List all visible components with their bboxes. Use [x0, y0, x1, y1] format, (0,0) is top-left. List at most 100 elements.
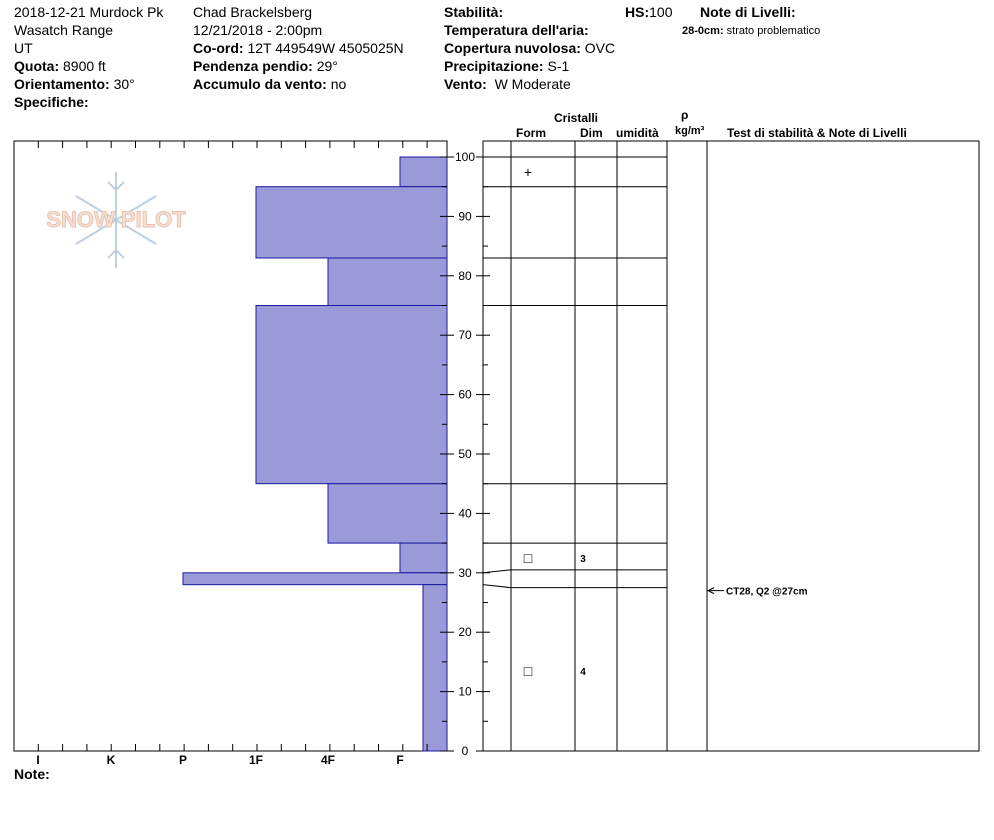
- layer-table-frame: [482, 140, 980, 752]
- hs-label: HS:: [625, 4, 650, 20]
- datetime: 12/21/2018 - 2:00pm: [193, 22, 323, 38]
- hardness-ticks: I K P 1F 4F F: [13, 141, 428, 767]
- location: 2018-12-21 Murdock Pk: [14, 4, 164, 20]
- range: Wasatch Range: [14, 22, 114, 38]
- depth-tick-label: 50: [458, 447, 472, 461]
- aspect-value: 30°: [113, 76, 135, 92]
- crystal-form-symbol: □: [524, 550, 533, 566]
- layer-notes-label: Note di Livelli:: [700, 4, 796, 20]
- header-left: 2018-12-21 Murdock Pk Wasatch Range UT Q…: [14, 3, 163, 111]
- depth-tick-label: 10: [458, 685, 472, 699]
- crystal-size: 4: [580, 667, 586, 678]
- coord-row: Co-ord: 12T 449549W 4505025N: [193, 39, 404, 57]
- crystal-size: 3: [580, 554, 586, 565]
- slope-row: Pendenza pendio: 29°: [193, 57, 404, 75]
- crystal-form-symbol: □: [524, 663, 533, 679]
- hardness-bar-3: [255, 305, 448, 485]
- hardness-bar-6: [182, 572, 448, 586]
- notes-footer: Note:: [14, 765, 50, 783]
- depth-tick-label: 90: [458, 209, 472, 223]
- crystal-form-symbol: +: [524, 164, 532, 180]
- hs-row: HS:100: [625, 3, 672, 21]
- hardness-bar-1: [255, 186, 448, 259]
- air-temp-row: Temperatura dell'aria:: [444, 21, 615, 39]
- wind-loading-row: Accumulo da vento: no: [193, 75, 404, 93]
- rho-header: ρ: [681, 108, 689, 122]
- header-right: Stabilità: Temperatura dell'aria: Copert…: [444, 3, 615, 93]
- depth-tick-label: 100: [455, 150, 475, 164]
- hardness-label-1F: 1F: [249, 753, 263, 767]
- hardness-label-K: K: [107, 753, 116, 767]
- observer: Chad Brackelsberg: [193, 4, 313, 20]
- hardness-bar-2: [327, 257, 448, 307]
- cloud-row: Copertura nuvolosa: OVC: [444, 39, 615, 57]
- header-mid: Chad Brackelsberg 12/21/2018 - 2:00pm Co…: [193, 3, 404, 93]
- wind-value: W Moderate: [494, 76, 571, 92]
- depth-tick-label: 20: [458, 625, 472, 639]
- wind-loading-label: Accumulo da vento:: [193, 76, 327, 92]
- cloud-value: OVC: [584, 40, 616, 56]
- elevation-row: Quota: 8900 ft: [14, 57, 163, 75]
- hardness-bar-5: [399, 542, 448, 574]
- snowflake-icon: [75, 172, 157, 268]
- depth-tick-label: 30: [458, 566, 472, 580]
- depth-tick-label: 0: [462, 744, 469, 758]
- state: UT: [14, 40, 33, 56]
- moisture-header: umidità: [616, 126, 659, 140]
- cloud-label: Copertura nuvolosa:: [444, 40, 581, 56]
- stability-notes-header: Test di stabilità & Note di Livelli: [727, 126, 907, 140]
- notes-label: Note:: [14, 766, 50, 782]
- specifics-label: Specifiche:: [14, 94, 89, 110]
- layer-notes-title: Note di Livelli:: [700, 3, 796, 21]
- hardness-bar-4: [327, 483, 448, 544]
- slope-label: Pendenza pendio:: [193, 58, 313, 74]
- coord-value: 12T 449549W 4505025N: [247, 40, 404, 56]
- precip-label: Precipitazione:: [444, 58, 544, 74]
- hardness-label-4F: 4F: [321, 753, 335, 767]
- hardness-bar-0: [399, 156, 448, 188]
- specifics-row: Specifiche:: [14, 93, 163, 111]
- logo-text: SNOW PILOT: [46, 207, 186, 232]
- aspect-row: Orientamento: 30°: [14, 75, 163, 93]
- depth-tick-label: 80: [458, 269, 472, 283]
- stability-label: Stabilità:: [444, 4, 504, 20]
- size-header: Dim: [580, 126, 603, 140]
- wind-row: Vento: W Moderate: [444, 75, 615, 93]
- table-layers: [482, 156, 667, 589]
- slope-value: 29°: [316, 58, 338, 74]
- crystal-rows: + □ 3 □ 4: [524, 164, 586, 679]
- air-temp-label: Temperatura dell'aria:: [444, 22, 589, 38]
- layer-connector: [482, 569, 512, 574]
- stability-tests: CT28, Q2 @27cm: [706, 587, 808, 598]
- wind-loading-value: no: [330, 76, 347, 92]
- precip-row: Precipitazione: S-1: [444, 57, 615, 75]
- hardness-label-P: P: [179, 753, 187, 767]
- depth-tick-label: 40: [458, 506, 472, 520]
- elevation-value: 8900 ft: [63, 58, 106, 74]
- wind-label: Vento:: [444, 76, 487, 92]
- table-columns: [510, 141, 708, 751]
- stability-arrowhead: [706, 587, 715, 595]
- elevation-label: Quota:: [14, 58, 60, 74]
- layer-note-depth: 28-0cm:: [682, 25, 724, 37]
- depth-axis: 0 10 20 30 40 50 60 70 80 90 100: [440, 150, 490, 758]
- depth-tick-label: 70: [458, 328, 472, 342]
- crystals-header: Cristalli: [554, 111, 599, 125]
- coord-label: Co-ord:: [193, 40, 244, 56]
- hardness-label-F: F: [396, 753, 403, 767]
- precip-value: S-1: [547, 58, 570, 74]
- layer-note-text: strato problematico: [726, 25, 821, 37]
- stability-test-text: CT28, Q2 @27cm: [726, 587, 808, 598]
- hardness-label-I: I: [36, 753, 39, 767]
- density-unit-header: kg/m³: [675, 125, 705, 137]
- hs-value: 100: [649, 4, 673, 20]
- form-header: Form: [516, 126, 546, 140]
- layer-note-row: 28-0cm: strato problematico: [682, 24, 820, 38]
- stability-row: Stabilità:: [444, 3, 615, 21]
- depth-tick-label: 60: [458, 388, 472, 402]
- layer-connector: [482, 584, 512, 589]
- hardness-bars: [182, 156, 448, 752]
- snowpilot-logo: SNOW PILOT: [46, 172, 187, 268]
- hardness-bar-7: [422, 584, 448, 752]
